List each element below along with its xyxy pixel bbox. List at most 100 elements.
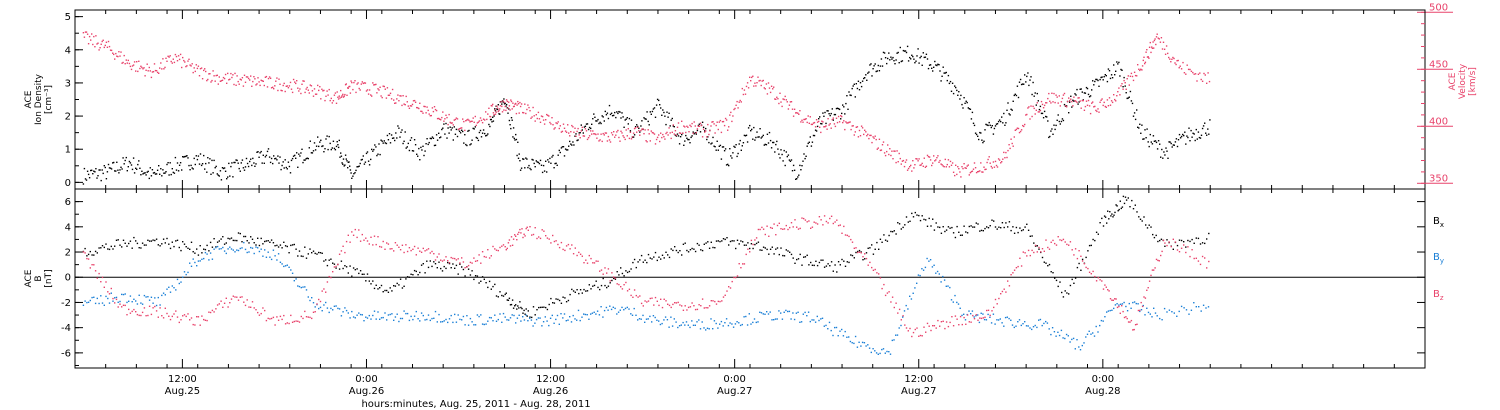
density-series-point bbox=[887, 57, 889, 60]
density-series-point bbox=[465, 143, 467, 146]
density-series-point bbox=[272, 162, 274, 165]
bz-series-point bbox=[426, 249, 428, 251]
velocity-series-point bbox=[124, 63, 126, 65]
density-series-point bbox=[1043, 110, 1046, 113]
velocity-series-point bbox=[416, 106, 418, 109]
density-series-point bbox=[304, 159, 306, 161]
bz-series-point bbox=[1102, 288, 1105, 290]
bz-series-point bbox=[543, 230, 545, 232]
bx-series-point bbox=[536, 309, 538, 311]
by-series-point bbox=[354, 317, 356, 319]
density-series-point bbox=[605, 114, 608, 116]
density-series-point bbox=[117, 169, 119, 171]
x-tick-time: 0:00 bbox=[1092, 374, 1114, 385]
density-tick-label: 2 bbox=[65, 112, 71, 123]
by-series-point bbox=[304, 286, 306, 288]
velocity-series-point bbox=[847, 122, 849, 124]
bz-series-point bbox=[316, 303, 318, 305]
density-series-point bbox=[1093, 84, 1095, 86]
density-series-point bbox=[1113, 64, 1115, 66]
density-series-point bbox=[913, 58, 915, 60]
bx-series-point bbox=[1102, 225, 1105, 227]
velocity-series-point bbox=[1127, 75, 1129, 77]
bx-series-point bbox=[670, 248, 672, 250]
bz-series-point bbox=[579, 253, 582, 255]
velocity-series-point bbox=[1098, 111, 1100, 113]
by-series-point bbox=[785, 309, 787, 312]
bz-series-point bbox=[818, 216, 821, 218]
bx-series-point bbox=[140, 247, 142, 249]
velocity-series-point bbox=[229, 78, 231, 80]
bx-series-point bbox=[979, 230, 981, 232]
bx-series-point bbox=[1074, 277, 1077, 279]
bz-series-point bbox=[822, 224, 824, 226]
bx-series-point bbox=[998, 226, 1000, 228]
by-series-point bbox=[328, 311, 330, 314]
density-series-point bbox=[269, 161, 272, 164]
density-series-point bbox=[831, 108, 833, 110]
velocity-series-point bbox=[637, 126, 639, 128]
by-series-point bbox=[586, 314, 588, 316]
bx-series-point bbox=[291, 244, 294, 246]
bx-series-point bbox=[816, 264, 819, 267]
by-series-point bbox=[891, 339, 893, 342]
by-series-point bbox=[705, 329, 707, 331]
by-series-point bbox=[1074, 348, 1076, 350]
bz-series-point bbox=[949, 321, 951, 324]
velocity-series-point bbox=[649, 140, 651, 142]
velocity-series-point bbox=[659, 140, 661, 143]
velocity-series-point bbox=[86, 33, 89, 35]
density-series-point bbox=[543, 170, 546, 172]
density-series-point bbox=[361, 158, 363, 161]
by-series-point bbox=[220, 248, 222, 250]
velocity-series-point bbox=[326, 90, 328, 92]
by-series-point bbox=[642, 314, 644, 317]
bz-series-point bbox=[987, 309, 990, 311]
velocity-series-point bbox=[1141, 65, 1144, 67]
bz-series-point bbox=[1045, 239, 1047, 241]
velocity-series-point bbox=[538, 118, 541, 120]
bz-series-point bbox=[504, 246, 506, 248]
bx-series-point bbox=[1199, 243, 1202, 245]
velocity-series-point bbox=[312, 95, 315, 97]
density-series-point bbox=[733, 145, 735, 148]
velocity-series-point bbox=[899, 157, 901, 160]
bz-series-point bbox=[1204, 257, 1206, 259]
density-series-point bbox=[672, 125, 674, 127]
density-series-point bbox=[1057, 114, 1059, 116]
bx-series-point bbox=[850, 254, 852, 256]
velocity-series-point bbox=[459, 127, 462, 129]
density-series-point bbox=[1092, 80, 1094, 82]
velocity-series-point bbox=[1048, 92, 1050, 95]
velocity-series-point bbox=[345, 83, 347, 85]
bx-series-point bbox=[522, 312, 524, 314]
density-series-point bbox=[759, 128, 761, 130]
bz-series-point bbox=[244, 304, 247, 307]
by-series-point bbox=[1140, 309, 1143, 311]
velocity-series-point bbox=[110, 49, 113, 52]
by-series-point bbox=[882, 348, 885, 350]
velocity-series-point bbox=[1179, 65, 1181, 67]
bz-series-point bbox=[309, 316, 311, 319]
velocity-series-point bbox=[952, 171, 955, 173]
bz-series-point bbox=[185, 315, 187, 318]
bz-series-point bbox=[515, 235, 517, 237]
velocity-series-point bbox=[651, 131, 654, 134]
velocity-series-point bbox=[741, 87, 743, 90]
bz-series-point bbox=[677, 301, 679, 304]
bx-series-point bbox=[1111, 213, 1113, 215]
density-series-point bbox=[1201, 127, 1204, 130]
density-series-point bbox=[720, 158, 723, 160]
by-series-point bbox=[685, 321, 688, 323]
velocity-series-point bbox=[105, 41, 108, 43]
by-series-point bbox=[1156, 315, 1158, 317]
velocity-series-point bbox=[1093, 106, 1095, 108]
density-series-point bbox=[755, 136, 757, 139]
velocity-series-point bbox=[590, 130, 592, 132]
density-series-point bbox=[220, 179, 223, 181]
by-series-point bbox=[337, 307, 339, 310]
bz-series-point bbox=[1055, 244, 1058, 246]
velocity-series-point bbox=[670, 137, 672, 140]
bz-series-point bbox=[319, 300, 322, 303]
by-series-point bbox=[668, 326, 670, 328]
